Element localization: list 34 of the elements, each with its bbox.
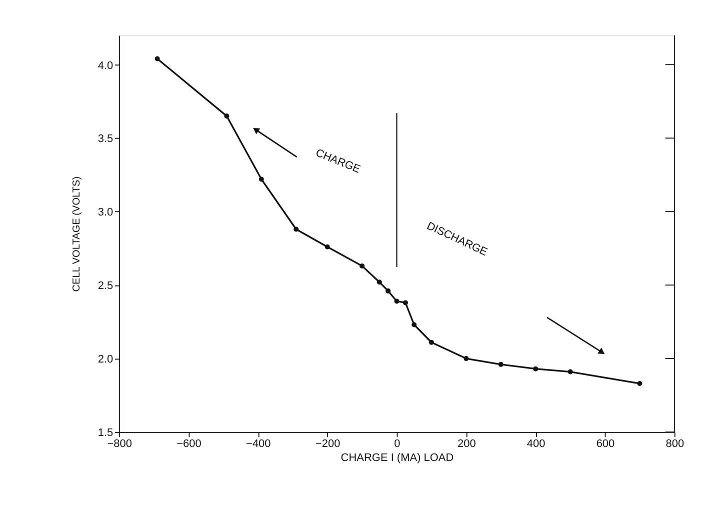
y-tick-label: 1.5 — [98, 427, 114, 440]
x-tick-label: 400 — [526, 438, 546, 450]
point — [394, 298, 400, 304]
y-axis-title: CELL VOLTAGE (VOLTS) — [72, 176, 83, 292]
x-axis-title: CHARGE I (MA) LOAD — [340, 452, 454, 464]
point — [376, 280, 382, 285]
point — [533, 366, 538, 372]
y-tick-label: 2.0 — [98, 354, 114, 366]
point — [464, 356, 469, 362]
point — [402, 300, 408, 306]
point — [428, 340, 434, 345]
point — [324, 244, 330, 250]
point — [386, 288, 391, 294]
x-tick-label: 0 — [394, 438, 400, 450]
point — [568, 369, 573, 374]
point — [258, 176, 264, 182]
y-tick-label: 3.5 — [98, 133, 114, 146]
x-tick-label: 600 — [596, 438, 615, 450]
point — [498, 362, 504, 367]
x-tick-label: 200 — [457, 438, 476, 450]
x-tick-label: −600 — [176, 438, 202, 450]
x-tick-label: 800 — [666, 438, 684, 450]
point — [294, 226, 299, 232]
point — [412, 322, 417, 328]
y-tick-label: 3.0 — [98, 206, 114, 219]
point — [224, 114, 230, 119]
point — [637, 381, 642, 386]
point — [360, 263, 365, 268]
x-tick-label: −200 — [315, 438, 340, 450]
x-tick-label: −400 — [246, 438, 271, 450]
y-tick-label: 2.5 — [98, 280, 114, 292]
y-tick-label: 4.0 — [98, 60, 114, 72]
point — [154, 56, 160, 62]
x-tick-label: −800 — [107, 438, 132, 450]
